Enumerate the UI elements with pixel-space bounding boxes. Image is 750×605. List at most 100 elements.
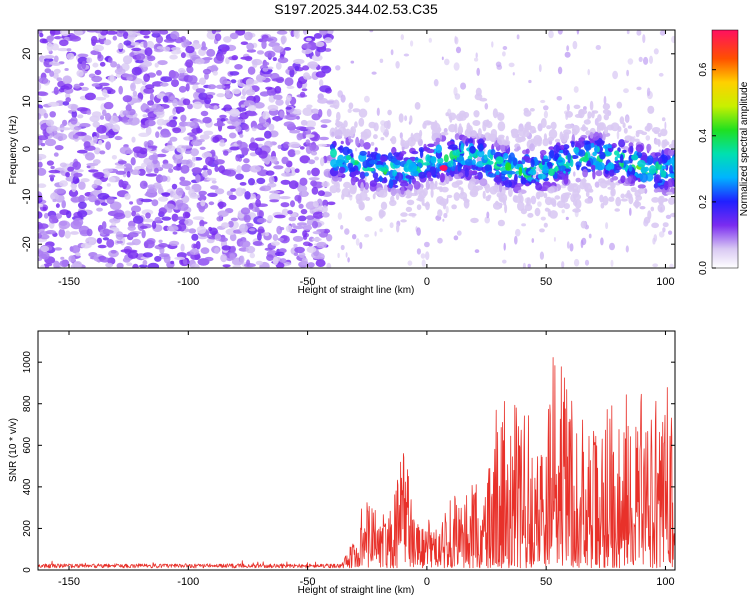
noise-blob xyxy=(262,38,274,41)
noise-blob xyxy=(232,88,241,95)
faint-speck xyxy=(627,58,634,65)
noise-blob xyxy=(290,200,295,208)
noise-blob xyxy=(144,218,154,223)
signal-blob xyxy=(532,129,537,133)
noise-blob xyxy=(256,228,265,233)
colorbar-tick-label: 0.0 xyxy=(698,261,709,275)
x-tick-label: -50 xyxy=(300,276,316,288)
noise-blob xyxy=(296,133,303,141)
signal-blob xyxy=(603,144,613,149)
noise-blob xyxy=(60,30,70,37)
signal-blob xyxy=(535,181,540,186)
noise-blob xyxy=(179,180,192,187)
signal-blob xyxy=(412,132,422,142)
noise-blob xyxy=(280,202,290,208)
noise-blob xyxy=(254,207,260,213)
noise-blob xyxy=(190,263,200,268)
signal-blob xyxy=(484,183,491,194)
noise-blob xyxy=(96,124,107,134)
noise-blob xyxy=(229,253,236,261)
signal-blob xyxy=(607,178,611,186)
x-tick-label: -100 xyxy=(177,576,199,588)
signal-blob xyxy=(458,123,462,132)
faint-speck xyxy=(609,242,615,251)
signal-blob xyxy=(640,166,648,174)
noise-blob xyxy=(191,167,202,174)
faint-speck xyxy=(400,34,404,41)
signal-blob xyxy=(344,132,349,138)
colorbar-gradient xyxy=(711,29,739,269)
signal-blob xyxy=(423,146,428,152)
noise-blob xyxy=(122,95,133,103)
colorbar-tick-label: 0.4 xyxy=(698,128,709,142)
noise-blob xyxy=(221,245,231,251)
noise-blob xyxy=(147,187,157,193)
signal-blob xyxy=(336,181,340,191)
noise-blob xyxy=(194,58,205,65)
noise-blob xyxy=(135,59,144,64)
signal-blob xyxy=(523,110,532,117)
signal-blob xyxy=(622,160,631,165)
noise-blob xyxy=(311,54,323,62)
noise-blob xyxy=(63,83,73,90)
noise-blob xyxy=(314,156,319,161)
signal-blob xyxy=(544,207,550,212)
noise-blob xyxy=(279,196,291,200)
noise-blob xyxy=(217,210,229,217)
noise-blob xyxy=(157,187,164,195)
noise-blob xyxy=(64,76,70,81)
noise-blob xyxy=(166,122,174,127)
faint-speck xyxy=(380,124,386,133)
noise-blob xyxy=(38,257,43,261)
faint-speck xyxy=(442,218,445,222)
noise-blob xyxy=(46,160,55,166)
faint-speck xyxy=(645,135,651,141)
noise-blob xyxy=(306,218,313,227)
faint-speck xyxy=(502,46,508,50)
signal-blob xyxy=(658,156,663,165)
signal-blob xyxy=(405,206,413,212)
noise-blob xyxy=(169,96,176,101)
signal-blob xyxy=(631,154,639,161)
noise-blob xyxy=(248,203,254,210)
noise-blob xyxy=(322,199,329,208)
noise-blob xyxy=(200,46,208,51)
noise-blob xyxy=(145,84,155,90)
noise-blob xyxy=(132,146,144,154)
signal-blob xyxy=(380,201,388,210)
signal-blob xyxy=(343,159,350,164)
faint-speck xyxy=(561,261,565,268)
noise-blob xyxy=(101,221,107,230)
faint-speck xyxy=(664,121,667,130)
noise-blob xyxy=(277,237,285,242)
signal-blob xyxy=(523,129,530,138)
faint-speck xyxy=(416,248,421,255)
noise-blob xyxy=(86,110,92,115)
noise-blob xyxy=(68,255,76,263)
signal-blob xyxy=(567,184,575,192)
signal-blob xyxy=(422,162,431,166)
signal-blob xyxy=(571,124,580,135)
noise-blob xyxy=(139,225,148,229)
faint-speck xyxy=(572,40,578,50)
noise-blob xyxy=(111,222,116,226)
noise-blob xyxy=(196,225,207,234)
noise-blob xyxy=(299,260,309,266)
signal-blob xyxy=(370,141,375,146)
snr-x-label: Height of straight line (km) xyxy=(298,585,415,596)
faint-speck xyxy=(474,249,480,254)
noise-blob xyxy=(171,47,181,51)
noise-blob xyxy=(228,194,237,200)
signal-blob xyxy=(400,186,405,195)
noise-blob xyxy=(166,225,179,232)
noise-blob xyxy=(264,130,272,139)
signal-blob xyxy=(667,149,675,157)
noise-blob xyxy=(54,247,63,251)
faint-speck xyxy=(627,125,633,129)
signal-blob xyxy=(543,222,548,228)
noise-blob xyxy=(256,50,265,55)
noise-blob xyxy=(141,229,146,239)
signal-blob xyxy=(597,114,602,122)
faint-speck xyxy=(573,171,576,177)
noise-blob xyxy=(232,264,242,268)
